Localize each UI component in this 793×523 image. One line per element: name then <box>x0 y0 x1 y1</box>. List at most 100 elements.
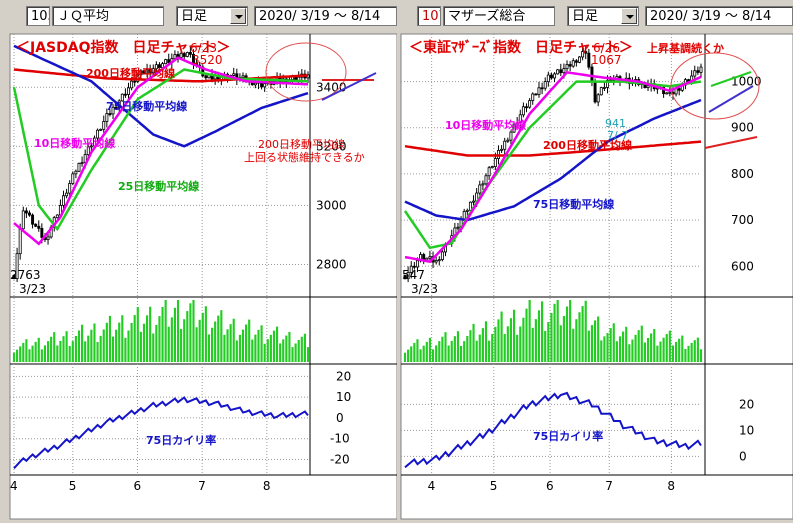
volume-bar <box>637 330 640 362</box>
volume-bar <box>593 320 597 362</box>
candle-body <box>606 79 610 88</box>
volume-bar <box>111 336 115 362</box>
date-axis: 4 5 6 7 8 <box>428 479 675 493</box>
volume-bar <box>65 331 68 362</box>
volume-bar <box>606 333 609 362</box>
high-value-label: 1067 <box>591 53 622 67</box>
candle-body <box>590 66 594 82</box>
date-tick-label: 8 <box>263 479 271 493</box>
volume-bar <box>668 330 671 362</box>
mid-date-label: 7/ 7 <box>607 129 628 142</box>
code-field[interactable]: 107 <box>417 6 441 26</box>
date-tick-label: 6 <box>133 479 141 493</box>
deviation-tick-label: 10 <box>336 390 351 404</box>
volume-bar <box>484 321 488 362</box>
candle-body <box>581 51 585 58</box>
candle-body <box>108 113 112 116</box>
index-name-field[interactable]: ＪＱ平均 <box>52 6 164 26</box>
candle-body <box>204 75 208 79</box>
volume-bar <box>46 341 50 362</box>
volume-bar <box>640 325 643 362</box>
candle-body <box>487 167 491 177</box>
candle-body <box>425 257 429 261</box>
date-range-field[interactable]: 2020/ 3/19 ～ 8/14 <box>254 6 397 26</box>
candle-body <box>677 88 681 91</box>
candle-body <box>62 195 65 206</box>
volume-bar <box>291 347 294 362</box>
chevron-down-icon[interactable] <box>621 8 637 24</box>
candle-body <box>472 200 476 203</box>
jasdaq-header: 105 ＪＱ平均 日足 2020/ 3/19 ～ 8/14 <box>0 6 397 28</box>
volume-bar <box>180 329 183 362</box>
volume-bar <box>631 339 634 362</box>
volume-bar <box>68 346 71 362</box>
candle-body <box>515 122 519 125</box>
candle-body <box>86 146 90 156</box>
ma25-label: 25日移動平均線 <box>118 179 199 193</box>
volume-bar <box>569 300 572 362</box>
volume-bars <box>12 300 310 362</box>
volume-bar <box>37 337 40 362</box>
deviation-tick-label: 20 <box>739 397 754 411</box>
candle-body <box>518 114 522 124</box>
candle-body <box>24 210 28 214</box>
candle-body <box>21 210 25 230</box>
candle-body <box>34 223 38 227</box>
volume-bar <box>544 331 547 362</box>
price-tick-label: 900 <box>731 121 754 135</box>
candle-body <box>490 166 494 169</box>
index-name-field[interactable]: マザーズ総合 <box>443 6 555 26</box>
period-select[interactable]: 日足 <box>567 6 639 26</box>
volume-bar <box>115 329 118 362</box>
volume-bar <box>609 328 612 362</box>
ma10-label: 10日移動平均線 <box>445 118 526 132</box>
volume-bar <box>659 341 662 362</box>
volume-bar <box>478 334 481 362</box>
volume-bar <box>693 340 696 362</box>
volume-bar <box>139 331 142 362</box>
candle-body <box>77 162 81 172</box>
candle-body <box>71 173 75 184</box>
candle-body <box>182 53 186 57</box>
volume-bar <box>587 330 590 362</box>
comment-label: 上昇基調続くか <box>647 41 724 55</box>
low-date-label: 3/23 <box>411 282 438 296</box>
candle-body <box>157 64 161 69</box>
volume-bar <box>643 342 646 362</box>
volume-bar <box>450 340 453 362</box>
comment-line-2: 上回る状態維持できるか <box>244 150 365 164</box>
candle-body <box>253 82 257 86</box>
chevron-down-icon[interactable] <box>230 8 246 24</box>
volume-bar <box>192 300 195 362</box>
volume-bar <box>146 315 149 362</box>
volume-bar <box>214 321 217 362</box>
volume-bar <box>198 319 201 362</box>
date-range-field[interactable]: 2020/ 3/19 ～ 8/14 <box>645 6 793 26</box>
code-field[interactable]: 105 <box>26 6 50 26</box>
candle-body <box>571 60 575 67</box>
volume-bar <box>634 334 637 362</box>
candle-body <box>55 214 59 219</box>
mothers-header: 107 マザーズ総合 日足 2020/ 3/19 ～ 8/14 <box>397 6 793 28</box>
candle-body <box>15 253 19 279</box>
candle-body <box>80 162 84 164</box>
candle-body <box>154 64 158 70</box>
volume-bar <box>572 328 575 362</box>
volume-bar <box>272 330 276 362</box>
volume-bar <box>456 331 460 362</box>
volume-bar <box>671 345 675 362</box>
candle-body <box>263 83 267 88</box>
candle-body <box>593 80 597 103</box>
volume-bar <box>59 340 62 362</box>
candle-body <box>151 68 155 74</box>
deviation-tick-label: -20 <box>330 453 350 467</box>
candle-body <box>693 70 697 77</box>
deviation-tick-label: -10 <box>330 432 350 446</box>
candle-body <box>409 265 413 273</box>
volume-bar <box>497 319 500 362</box>
volume-bar <box>503 334 506 362</box>
volume-bar <box>438 341 441 362</box>
period-select[interactable]: 日足 <box>176 6 248 26</box>
volume-bar <box>559 325 562 362</box>
candle-body <box>139 70 143 76</box>
